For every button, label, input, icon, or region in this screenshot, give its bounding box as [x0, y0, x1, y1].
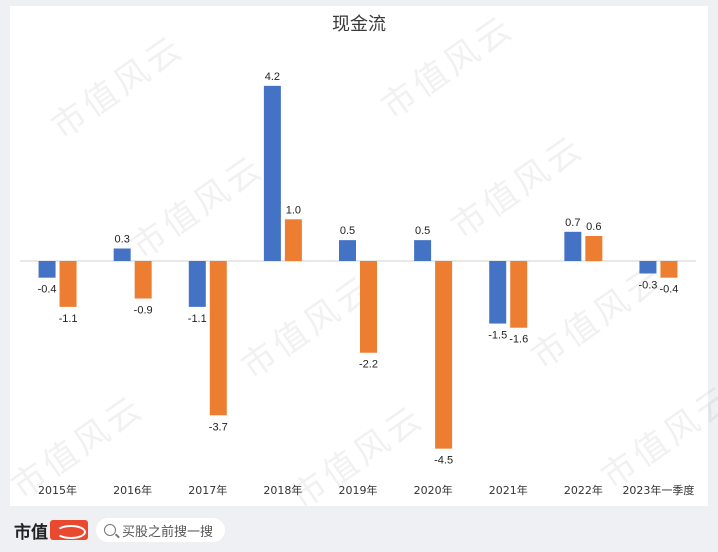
bar [360, 261, 377, 353]
bar [660, 261, 678, 278]
data-label: 0.7 [565, 217, 580, 229]
bar [188, 261, 206, 307]
data-label: 4.2 [265, 71, 280, 83]
data-label: -3.7 [209, 421, 228, 433]
bar [585, 235, 603, 261]
data-label: 0.5 [415, 225, 430, 237]
data-label: -1.5 [488, 330, 507, 342]
data-label: 1.0 [286, 204, 301, 216]
data-label: -1.6 [509, 334, 528, 346]
bar [113, 248, 131, 261]
category-label: 2022年 [564, 483, 603, 497]
bar [134, 261, 152, 299]
chart-title: 现金流 [332, 14, 386, 35]
data-label: 0.5 [340, 225, 355, 237]
category-label: 2023年一季度 [622, 483, 694, 497]
data-label: -2.2 [359, 359, 378, 371]
brand-logo[interactable]: 市值 [14, 518, 88, 543]
bar [59, 261, 77, 307]
bar [489, 261, 507, 324]
data-label: -0.4 [659, 284, 678, 296]
bar [435, 261, 453, 449]
category-label: 2019年 [339, 483, 378, 497]
data-label: -0.3 [638, 280, 657, 292]
bar-chart: -0.4 -1.1 2015年 0.3 -0.9 2016年 -1.1 -3.7 2017年 4.… [20, 71, 696, 497]
bar [38, 261, 56, 278]
bar [284, 219, 302, 261]
data-label: -4.5 [434, 455, 453, 467]
data-label: 0.6 [586, 221, 601, 233]
category-label: 2016年 [113, 483, 152, 497]
brand-mark-icon [50, 520, 88, 540]
footer: 市值 买股之前搜一搜 [0, 508, 718, 552]
search-text: 买股之前搜一搜 [122, 524, 214, 540]
data-label: -1.1 [188, 313, 207, 325]
category-label: 2018年 [263, 483, 302, 497]
category-label: 2021年 [489, 483, 528, 497]
data-label: -1.1 [59, 313, 78, 325]
data-label: 0.3 [115, 233, 130, 245]
category-label: 2020年 [414, 483, 453, 497]
category-label: 2017年 [188, 483, 227, 497]
bar [339, 240, 356, 261]
bar [263, 85, 281, 261]
data-label: -0.9 [134, 305, 153, 317]
bar [414, 240, 432, 261]
bar [209, 261, 227, 416]
search-icon [104, 524, 116, 536]
category-label: 2015年 [38, 483, 77, 497]
data-label: -0.4 [38, 284, 57, 296]
bar [510, 261, 528, 328]
search-box[interactable]: 买股之前搜一搜 [96, 518, 226, 542]
bar [639, 261, 657, 274]
bar [564, 231, 582, 261]
brand-name: 市值 [14, 522, 48, 543]
